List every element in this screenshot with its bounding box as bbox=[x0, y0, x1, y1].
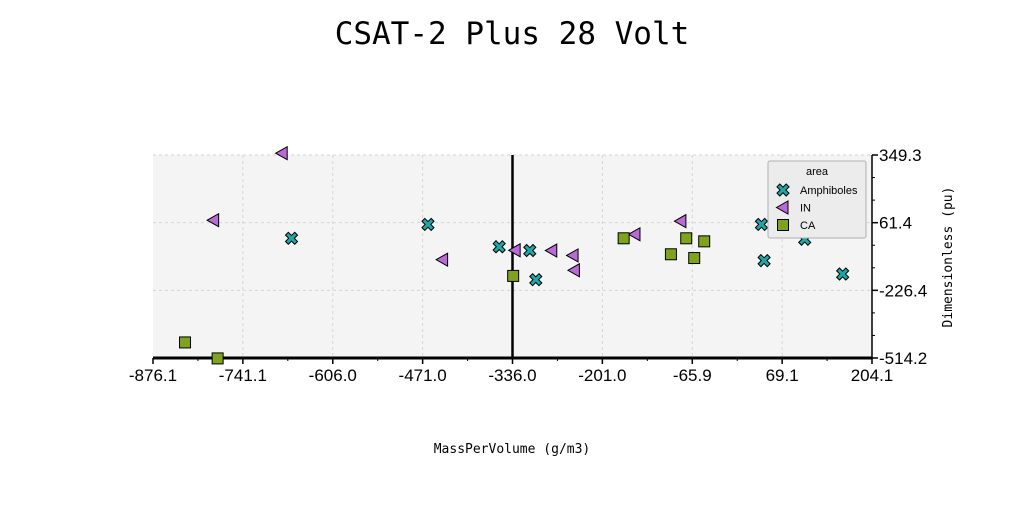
legend-label-amphiboles: Amphiboles bbox=[800, 185, 858, 197]
legend-label-ca: CA bbox=[800, 220, 816, 232]
point-in bbox=[274, 145, 288, 161]
legend-marker-ca bbox=[777, 219, 789, 231]
x-tick-label: 204.1 bbox=[851, 366, 894, 385]
point-amphiboles-shape bbox=[421, 217, 435, 232]
point-amphiboles bbox=[757, 253, 771, 268]
x-tick-label: -201.0 bbox=[578, 366, 626, 385]
point-amphiboles-shape bbox=[523, 243, 537, 258]
point-amphiboles bbox=[754, 217, 769, 232]
legend-title: area bbox=[806, 166, 829, 178]
y-tick-label: -514.2 bbox=[879, 349, 927, 368]
y-axis-label: Dimensionless (pu) bbox=[941, 187, 956, 328]
point-ca bbox=[507, 269, 520, 282]
point-ca bbox=[698, 235, 711, 248]
y-axis-ticks: 349.3 61.4 -226.4 -514.2 bbox=[872, 146, 927, 368]
chart-title: CSAT-2 Plus 28 Volt bbox=[335, 16, 690, 52]
x-axis-ticks: -876.1 -741.1 -606.0 -471.0 -336.0 -201.0 -65.… bbox=[129, 358, 893, 385]
legend-box bbox=[767, 160, 867, 239]
x-tick-label: -606.0 bbox=[309, 366, 357, 385]
point-amphiboles bbox=[492, 240, 506, 254]
point-amphiboles bbox=[529, 272, 543, 287]
x-tick-label: -65.9 bbox=[673, 366, 712, 385]
point-in bbox=[565, 248, 579, 263]
point-amphiboles-shape bbox=[492, 240, 506, 254]
legend-marker-in bbox=[775, 200, 789, 215]
x-axis-label: MassPerVolume (g/m3) bbox=[434, 442, 591, 457]
point-ca bbox=[211, 352, 224, 365]
x-tick-label: -471.0 bbox=[399, 366, 447, 385]
x-tick-label: 69.1 bbox=[766, 366, 799, 385]
point-amphiboles-shape bbox=[529, 272, 543, 287]
point-amphiboles-shape bbox=[835, 267, 850, 281]
x-tick-label: -741.1 bbox=[219, 366, 267, 385]
point-in bbox=[566, 262, 580, 278]
legend-marker-amphiboles-shape bbox=[776, 183, 790, 197]
y-tick-label: 61.4 bbox=[879, 214, 912, 233]
point-ca bbox=[617, 232, 630, 245]
point-amphiboles-shape bbox=[754, 217, 769, 232]
point-in bbox=[627, 226, 641, 242]
x-tick-label: -876.1 bbox=[129, 366, 177, 385]
point-ca bbox=[688, 252, 701, 265]
legend-label-in: IN bbox=[800, 203, 811, 215]
point-in bbox=[435, 252, 449, 268]
y-tick-label: 349.3 bbox=[879, 146, 922, 165]
point-in bbox=[544, 243, 558, 258]
legend: area Amphiboles IN CA bbox=[767, 160, 867, 239]
point-amphiboles bbox=[284, 231, 299, 246]
point-in bbox=[507, 242, 521, 258]
point-amphiboles bbox=[421, 217, 435, 232]
point-in bbox=[206, 212, 220, 228]
point-ca bbox=[179, 336, 192, 349]
point-ca bbox=[680, 232, 693, 245]
data-points bbox=[179, 145, 850, 365]
legend-marker-amphiboles bbox=[776, 183, 790, 197]
point-in bbox=[673, 213, 687, 229]
point-amphiboles-shape bbox=[284, 231, 299, 246]
y-tick-label: -226.4 bbox=[879, 281, 927, 300]
point-ca bbox=[664, 248, 677, 261]
point-amphiboles bbox=[523, 243, 537, 258]
x-tick-label: -336.0 bbox=[488, 366, 536, 385]
point-amphiboles bbox=[835, 267, 850, 281]
point-amphiboles-shape bbox=[757, 253, 771, 268]
